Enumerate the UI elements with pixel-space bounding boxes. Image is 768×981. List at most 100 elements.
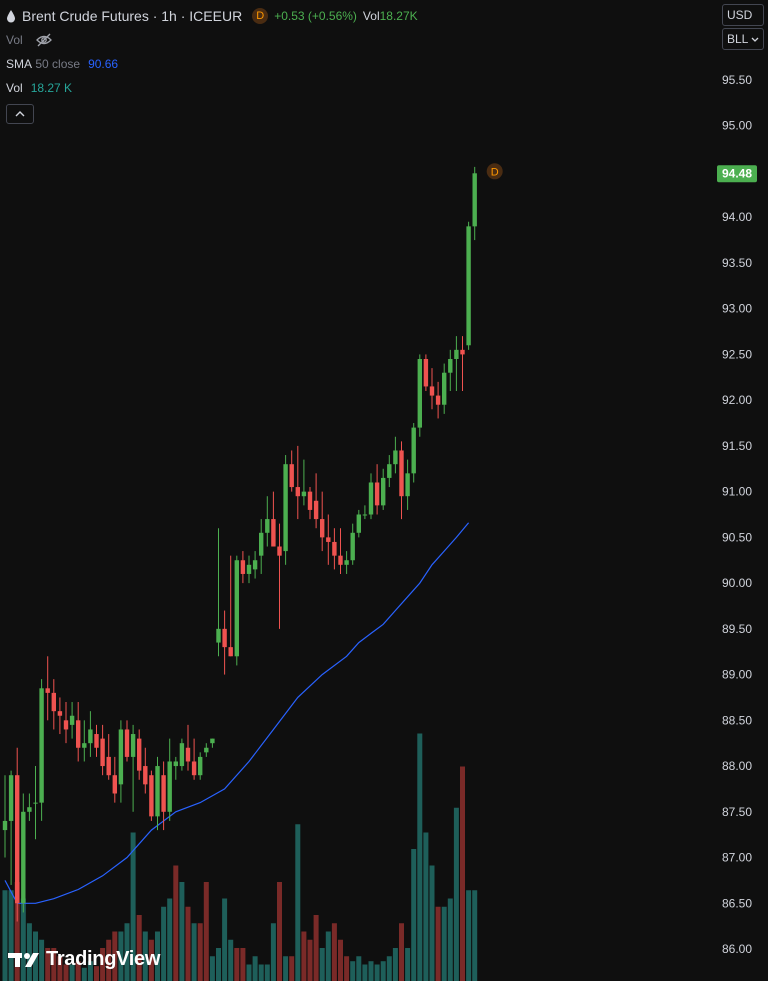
volume-bar (289, 956, 295, 981)
candle-body (76, 720, 81, 748)
volume-bar (197, 923, 203, 981)
volume-bar (26, 923, 32, 981)
unit-select[interactable]: BLL (722, 28, 764, 50)
dividend-marker-label: D (491, 166, 499, 178)
volume-bar (69, 964, 75, 981)
y-tick-label: 95.50 (722, 73, 752, 87)
collapse-legend-button[interactable] (6, 104, 34, 124)
volume-bar (301, 931, 307, 981)
candle-body (429, 386, 435, 396)
volume-bar (130, 832, 136, 981)
candle-body (21, 811, 26, 904)
candle-body (448, 358, 453, 373)
tradingview-logo[interactable]: TradingView (8, 948, 160, 971)
volume-bar (295, 824, 301, 981)
candle-body (216, 628, 221, 643)
candle-body (399, 450, 404, 497)
candle-body (100, 738, 105, 767)
y-tick-label: 90.50 (722, 530, 752, 544)
vol-row[interactable]: Vol 18.27 K (6, 76, 418, 100)
drop-icon (7, 10, 15, 23)
volume-bar (252, 956, 258, 981)
y-tick-label: 90.00 (722, 576, 752, 590)
candle-body (204, 747, 209, 753)
volume-bar (447, 898, 453, 981)
currency-select[interactable]: USD (722, 4, 764, 26)
candle-body (185, 747, 191, 762)
volume-bar (277, 882, 282, 981)
volume-bar (240, 948, 246, 981)
y-tick-label: 91.00 (722, 485, 752, 499)
chevron-down-icon (751, 37, 759, 42)
volume-bar (51, 948, 57, 981)
candle-body (295, 487, 300, 497)
candle-body (381, 477, 386, 506)
volume-bar (417, 733, 423, 981)
y-tick-label: 93.00 (722, 302, 752, 316)
candle-body (368, 482, 374, 515)
volume-bar (374, 964, 380, 981)
volume-bar (216, 948, 221, 981)
candle-body (265, 519, 270, 533)
candle-body (228, 647, 233, 657)
sma-row[interactable]: SMA 50 close 90.66 (6, 52, 418, 76)
volume-bar (441, 906, 447, 981)
volume-bar (380, 961, 386, 981)
candle-body (466, 226, 471, 346)
currency-label: USD (727, 8, 753, 22)
y-tick-label: 86.00 (722, 942, 752, 956)
candle-body (63, 720, 69, 730)
volume-bar (411, 849, 417, 981)
symbol-title[interactable]: Brent Crude Futures · 1h · ICEEUR (22, 8, 243, 24)
candle-body (246, 564, 252, 574)
volume-bar (283, 956, 289, 981)
candle-body (137, 738, 142, 771)
candle-body (45, 688, 50, 693)
volume-bar (124, 923, 130, 981)
volume-bar (136, 915, 142, 981)
candle-body (191, 761, 197, 776)
candle-body (106, 756, 111, 776)
candle-body (210, 738, 215, 744)
volume-bar (203, 882, 209, 981)
candle-body (2, 820, 8, 831)
volume-bar (258, 964, 264, 981)
candle-body (88, 729, 93, 744)
candle-body (143, 766, 148, 785)
dividend-badge[interactable]: D (252, 8, 269, 24)
sma-params: 50 close (35, 57, 81, 71)
eye-hidden-icon[interactable] (35, 33, 53, 47)
vol-hidden-row[interactable]: Vol (6, 28, 418, 52)
volume-bar (167, 898, 173, 981)
candle-body (179, 743, 185, 767)
candle-body (198, 756, 203, 776)
candle-body (161, 775, 166, 812)
y-tick-label: 94.00 (722, 210, 752, 224)
volume-bar (222, 898, 228, 981)
volume-bar (8, 890, 14, 981)
candle-body (259, 532, 264, 556)
candle-body (393, 450, 398, 465)
volume-bar (362, 964, 368, 981)
candle-body (271, 519, 276, 547)
volume-bar (112, 931, 118, 981)
y-tick-label: 92.50 (722, 347, 752, 361)
candle-body (417, 358, 422, 428)
volume-bar (399, 923, 404, 981)
volume-bar (368, 961, 374, 981)
volume-bar (460, 766, 465, 981)
volume-bar (75, 961, 81, 981)
unit-label: BLL (727, 32, 749, 46)
volume-bar (39, 939, 45, 981)
candle-body (222, 628, 227, 648)
candle-body (411, 427, 416, 474)
volume-bar (386, 956, 392, 981)
candle-body (167, 761, 172, 812)
y-tick-label: 91.50 (722, 439, 752, 453)
dividend-marker (486, 163, 503, 180)
candle-body (39, 688, 44, 803)
symbol-row: Brent Crude Futures · 1h · ICEEUR D +0.5… (6, 4, 418, 28)
candle-body (33, 802, 38, 804)
volume-bar (307, 939, 313, 981)
